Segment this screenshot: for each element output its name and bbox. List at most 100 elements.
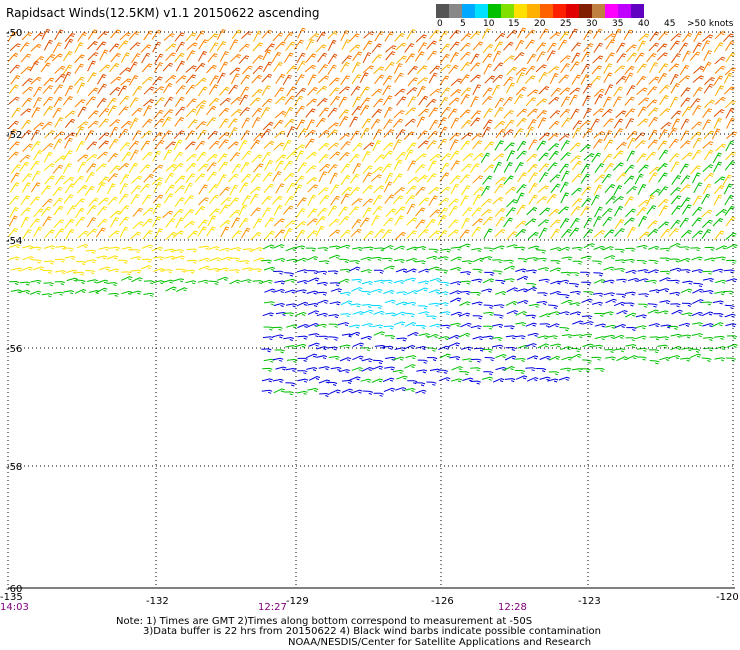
wind-barb-icon [238, 204, 248, 216]
wind-barb-icon [636, 347, 648, 352]
wind-barb-icon [469, 74, 481, 83]
wind-barb-icon [405, 53, 415, 64]
wind-barb-icon [592, 260, 603, 265]
wind-barb-icon [669, 279, 680, 284]
wind-barb-icon [623, 217, 635, 226]
wind-barb-icon [549, 32, 561, 40]
wind-barb-icon [603, 292, 615, 297]
wind-barb-icon [539, 313, 551, 318]
wind-barb-icon [275, 311, 287, 316]
wind-barb-icon [153, 268, 165, 273]
wind-barb-icon [8, 96, 20, 105]
wind-barb-icon [217, 153, 228, 164]
wind-barb-icon [131, 107, 143, 116]
legend-label-25: 25 [560, 19, 572, 29]
wind-barb-icon [625, 269, 637, 274]
wind-barb-icon [297, 279, 309, 284]
wind-barb-icon [9, 206, 19, 218]
wind-barb-icon [396, 375, 408, 380]
wind-barb-icon [448, 97, 460, 106]
wind-barb-icon [616, 310, 628, 315]
wind-barb-icon [274, 257, 286, 262]
wind-barb-icon [406, 217, 418, 226]
wind-barb-icon [438, 96, 449, 108]
wind-barb-icon [404, 322, 417, 327]
wind-barb-icon [227, 141, 239, 150]
wind-barb-icon [195, 104, 205, 116]
note-line-3: NOAA/NESDIS/Center for Satellite Applica… [288, 637, 592, 648]
wind-barb-icon [602, 246, 614, 251]
wind-barb-icon [703, 347, 714, 352]
wind-barb-icon [517, 27, 527, 39]
wind-barb-icon [471, 247, 482, 252]
wind-barb-icon [231, 163, 242, 174]
wind-barb-icon [659, 300, 671, 305]
wind-barb-icon [272, 171, 282, 182]
wind-barb-icon [415, 389, 427, 394]
wind-barb-icon [19, 42, 30, 52]
wind-barb-icon [714, 291, 726, 296]
wind-barb-icon [660, 122, 672, 130]
wind-barb-icon [582, 321, 594, 326]
wind-barb-icon [241, 117, 251, 129]
wind-barb-icon [603, 118, 614, 128]
wind-barb-icon [272, 378, 284, 383]
wind-barb-icon [286, 151, 298, 160]
wind-barb-icon [495, 216, 505, 227]
wind-barb-icon [546, 50, 556, 61]
wind-barb-icon [187, 119, 198, 129]
wind-barb-icon [107, 105, 117, 116]
wind-barb-icon [539, 28, 549, 40]
wind-barb-icon [483, 247, 494, 252]
legend-swatch-10 [566, 4, 579, 18]
wind-barb-icon [317, 187, 329, 196]
wind-barb-icon [460, 93, 470, 105]
wind-barb-icon [482, 44, 494, 54]
wind-barb-icon [43, 260, 55, 265]
wind-barb-icon [163, 193, 174, 204]
wind-barb-icon [614, 228, 625, 237]
wind-barb-icon [73, 175, 85, 185]
wind-barb-icon [328, 314, 340, 319]
wind-barb-icon [251, 247, 263, 252]
wind-barb-icon [470, 117, 481, 127]
wind-barb-icon [284, 289, 296, 294]
wind-barb-icon [593, 42, 604, 53]
wind-barb-icon [296, 269, 308, 274]
wind-barb-icon [97, 197, 109, 206]
wind-barb-icon [107, 173, 118, 183]
wind-barb-icon [77, 161, 87, 173]
wind-barb-icon [560, 192, 570, 204]
wind-barb-icon [363, 230, 374, 241]
wind-barb-icon [415, 382, 426, 387]
wind-barb-icon [415, 345, 427, 350]
wind-barb-icon [658, 288, 670, 293]
wind-barb-icon [42, 198, 53, 208]
wind-barb-icon [415, 324, 427, 329]
wind-barb-icon [384, 366, 395, 371]
wind-barb-icon [184, 269, 196, 274]
wind-barb-icon [249, 186, 261, 195]
wind-barb-icon [130, 185, 142, 195]
wind-barb-icon [492, 344, 504, 349]
wind-barb-icon [625, 44, 637, 53]
wind-barb-icon [216, 41, 227, 52]
wind-barb-icon [340, 75, 350, 86]
wind-barb-icon [109, 119, 121, 127]
wind-barb-icon [613, 334, 625, 340]
wind-barb-icon [329, 282, 341, 287]
wind-barb-icon [96, 287, 108, 293]
wind-barb-icon [658, 149, 669, 160]
wind-barb-icon [539, 355, 551, 360]
wind-barb-icon [261, 151, 272, 163]
wind-barb-icon [482, 335, 494, 340]
wind-barb-icon [525, 126, 535, 138]
wind-barb-icon [360, 97, 371, 108]
wind-barb-icon [616, 172, 627, 182]
wind-barb-icon [284, 272, 295, 277]
wind-barb-icon [583, 153, 595, 161]
wind-barb-icon [503, 217, 513, 228]
wind-barb-icon [74, 271, 85, 276]
wind-barb-icon [121, 276, 133, 281]
wind-barb-icon [669, 291, 681, 296]
